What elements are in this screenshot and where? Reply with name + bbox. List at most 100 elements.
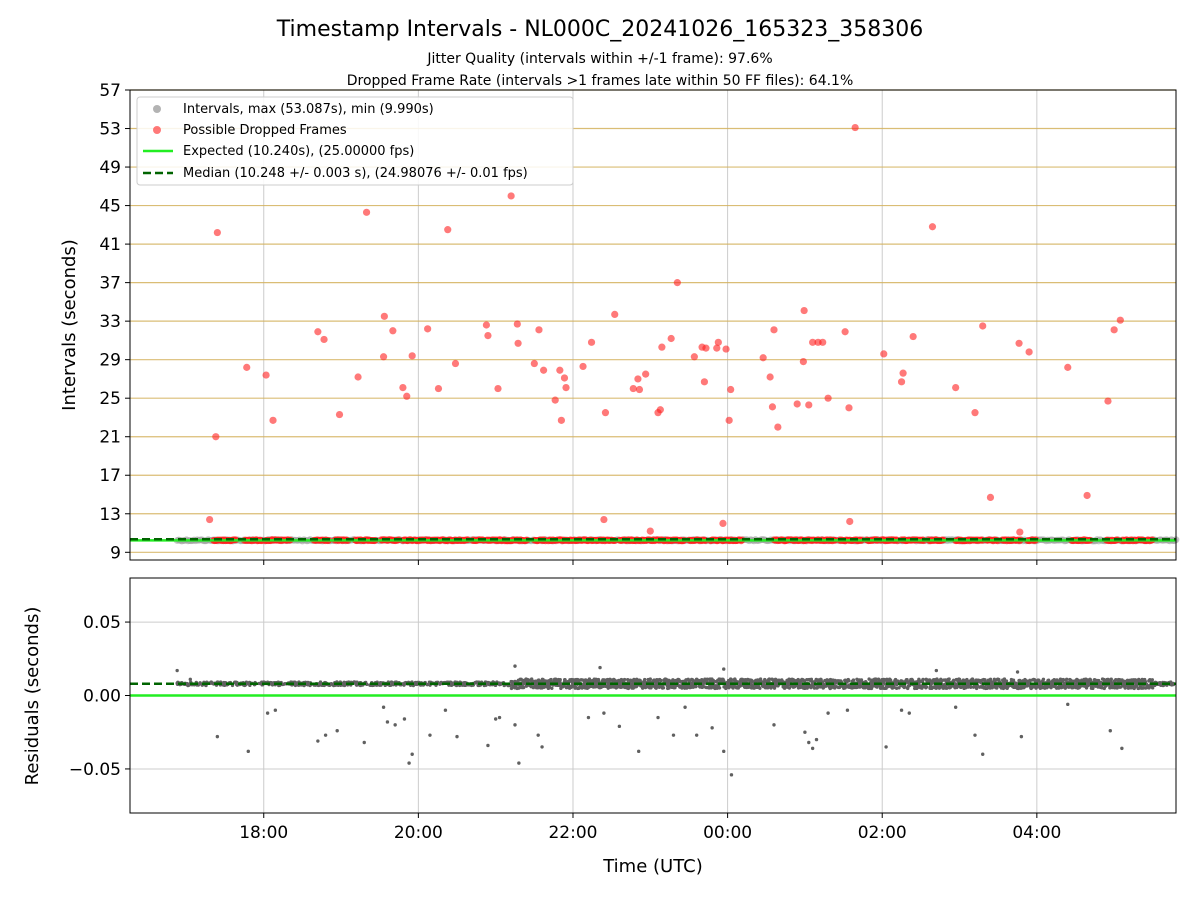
- intervals-y-tick-label: 53: [99, 120, 121, 140]
- residual-point: [513, 664, 517, 668]
- chart-subtitle-jitter: Jitter Quality (intervals within +/-1 fr…: [426, 51, 772, 67]
- residual-point: [1091, 686, 1095, 691]
- dropped-frame-point: [841, 328, 849, 336]
- residual-point: [513, 723, 517, 727]
- dropped-frame-point: [514, 339, 522, 347]
- residual-point: [1019, 734, 1024, 739]
- dropped-frame-point: [362, 208, 371, 216]
- dropped-frame-point: [845, 404, 853, 412]
- residual-point: [648, 677, 652, 681]
- residual-point: [1123, 686, 1127, 690]
- residual-point: [617, 724, 622, 729]
- legend-marker-dropped: [153, 126, 161, 134]
- residual-point: [659, 678, 663, 683]
- dropped-frame-point: [713, 344, 721, 352]
- intervals-y-tick-label: 25: [99, 389, 121, 409]
- residual-point: [563, 678, 567, 682]
- intervals-y-tick-label: 37: [99, 274, 121, 294]
- x-tick-label: 18:00: [239, 823, 288, 843]
- residuals-points: [175, 664, 1176, 777]
- residual-point: [796, 677, 800, 682]
- residual-point: [661, 686, 666, 690]
- dropped-frame-point: [262, 371, 270, 379]
- dropped-frame-point: [634, 375, 642, 383]
- residuals-reference-lines: [130, 682, 1176, 697]
- residual-point: [402, 717, 407, 721]
- residual-point: [175, 668, 179, 673]
- residual-point: [1150, 678, 1155, 682]
- intervals-y-tick-label: 13: [99, 505, 121, 525]
- residual-point: [847, 679, 851, 683]
- residual-point: [981, 752, 985, 756]
- residual-point: [598, 665, 602, 670]
- dropped-frame-point: [673, 279, 681, 287]
- dropped-frame-point: [909, 332, 917, 341]
- residual-point: [722, 749, 726, 754]
- dropped-frame-point: [403, 392, 411, 400]
- dropped-frame-point: [759, 354, 767, 362]
- intervals-y-tick-label: 41: [99, 235, 121, 255]
- dropped-frame-point: [1016, 528, 1024, 536]
- dropped-frame-point: [809, 338, 817, 346]
- dropped-frame-point: [1104, 397, 1112, 405]
- dropped-frame-point: [635, 385, 644, 394]
- residual-point: [385, 720, 390, 724]
- dropped-frame-point: [399, 384, 407, 392]
- residual-point: [1148, 677, 1152, 682]
- dropped-frame-point: [600, 515, 608, 524]
- dropped-frame-point: [629, 384, 637, 393]
- intervals-y-tick-label: 17: [99, 466, 121, 486]
- residual-point: [683, 705, 687, 709]
- dropped-frame-point: [1015, 339, 1023, 347]
- residual-point: [393, 723, 397, 727]
- dropped-frame-point: [484, 331, 492, 340]
- dropped-frame-point: [611, 310, 619, 319]
- dropped-frame-point: [642, 370, 650, 378]
- legend-label-median: Median (10.248 +/- 0.003 s), (24.98076 +…: [183, 166, 528, 181]
- residual-point: [410, 752, 414, 756]
- residual-point: [536, 733, 540, 737]
- dropped-frame-point: [551, 396, 559, 404]
- residual-point: [667, 686, 671, 690]
- x-axis-label: Time (UTC): [602, 856, 703, 877]
- residual-point: [455, 734, 459, 739]
- dropped-frame-point: [314, 328, 322, 336]
- residual-point: [558, 677, 562, 682]
- dropped-frame-point: [986, 493, 995, 501]
- dropped-frame-point: [897, 378, 906, 386]
- dropped-frame-point: [727, 385, 735, 394]
- intervals-y-tick-label: 9: [110, 543, 121, 563]
- dropped-frame-point: [702, 344, 710, 352]
- residual-point: [425, 682, 429, 687]
- dropped-frame-point: [768, 403, 777, 411]
- residual-point: [656, 715, 660, 720]
- dropped-frame-point: [799, 357, 807, 366]
- dropped-frame-point: [444, 226, 452, 234]
- residual-point: [729, 677, 734, 682]
- residual-point: [810, 746, 815, 751]
- dropped-frame-point: [979, 322, 987, 330]
- residual-point: [486, 743, 490, 748]
- dropped-frame-point: [320, 335, 328, 344]
- dropped-frame-point: [389, 327, 397, 335]
- residual-point: [235, 680, 239, 685]
- intervals-y-tick-label: 29: [99, 351, 121, 371]
- residual-point: [807, 740, 811, 745]
- residual-point: [947, 677, 951, 681]
- residual-point: [1004, 679, 1009, 683]
- dropped-frame-point: [805, 401, 813, 409]
- intervals-reference-lines: [130, 538, 1176, 542]
- residual-point: [246, 749, 250, 754]
- dropped-frame-point: [793, 400, 801, 408]
- intervals-y-tick-label: 45: [99, 197, 121, 217]
- residual-point: [969, 685, 973, 689]
- x-tick-label: 22:00: [548, 823, 597, 843]
- dropped-frame-point: [667, 334, 675, 343]
- dropped-frame-point: [700, 378, 709, 386]
- residual-point: [273, 708, 278, 712]
- legend-box: [136, 96, 574, 186]
- intervals-y-tick-label: 49: [99, 158, 121, 178]
- dropped-frame-point: [722, 345, 730, 353]
- residual-point: [717, 686, 722, 690]
- intervals-y-ticks: 9 13 17 21 25 29 33 37 41 45 49 53 57: [99, 81, 130, 563]
